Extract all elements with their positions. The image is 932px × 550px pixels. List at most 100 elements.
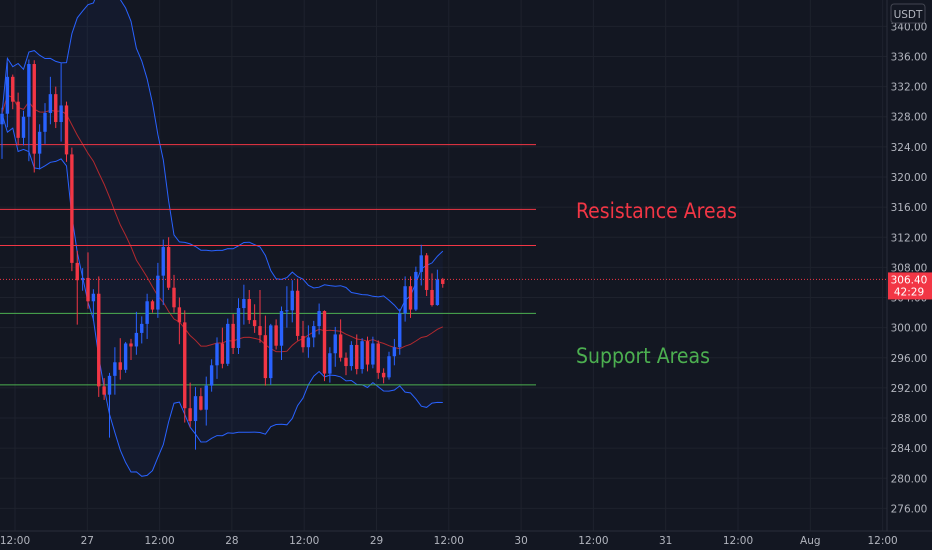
candle[interactable] <box>140 316 144 344</box>
candle[interactable] <box>48 76 53 125</box>
candle[interactable] <box>295 278 300 341</box>
candle[interactable] <box>263 315 268 386</box>
candle[interactable] <box>21 110 26 146</box>
y-tick-label: 296.00 <box>891 353 928 365</box>
candle[interactable] <box>226 318 230 367</box>
candle[interactable] <box>16 92 20 146</box>
candle[interactable] <box>183 310 187 423</box>
candle-body <box>338 334 343 358</box>
candle[interactable] <box>312 320 316 348</box>
candle[interactable] <box>37 124 42 170</box>
candle[interactable] <box>91 289 96 321</box>
candle[interactable] <box>435 269 440 306</box>
candle[interactable] <box>398 308 402 355</box>
candle[interactable] <box>64 101 69 162</box>
candle[interactable] <box>107 372 112 438</box>
candle[interactable] <box>75 250 79 325</box>
candle[interactable] <box>290 280 294 323</box>
candle[interactable] <box>199 387 203 411</box>
candle[interactable] <box>118 338 122 380</box>
candle[interactable] <box>269 323 273 385</box>
candle[interactable] <box>150 299 155 313</box>
candle[interactable] <box>113 347 117 395</box>
candlestick-series[interactable] <box>0 59 445 450</box>
candle[interactable] <box>204 376 208 426</box>
candle-body <box>21 116 26 138</box>
candle[interactable] <box>236 298 241 354</box>
candle[interactable] <box>102 378 106 400</box>
currency-button[interactable] <box>890 3 926 24</box>
candle[interactable] <box>188 382 192 428</box>
candle[interactable] <box>43 103 47 144</box>
candle[interactable] <box>441 277 445 288</box>
candle[interactable] <box>0 107 4 159</box>
candle[interactable] <box>349 341 354 371</box>
candle[interactable] <box>177 297 182 345</box>
candle-body <box>328 353 332 374</box>
candle[interactable] <box>414 266 418 312</box>
candle[interactable] <box>392 338 397 366</box>
candle[interactable] <box>27 59 31 162</box>
candle-body <box>199 396 203 410</box>
candle[interactable] <box>161 239 165 306</box>
candle[interactable] <box>215 337 219 379</box>
candle[interactable] <box>59 63 63 142</box>
candle[interactable] <box>134 311 139 355</box>
candle[interactable] <box>328 347 332 383</box>
candle[interactable] <box>209 359 214 392</box>
candle[interactable] <box>322 310 327 382</box>
candle[interactable] <box>86 252 90 309</box>
candle[interactable] <box>54 86 58 129</box>
candle[interactable] <box>5 62 10 128</box>
candle[interactable] <box>365 336 370 372</box>
candle[interactable] <box>403 276 407 322</box>
candle[interactable] <box>424 253 429 297</box>
candle[interactable] <box>193 387 198 450</box>
candle-body <box>70 154 74 263</box>
candle[interactable] <box>306 325 311 358</box>
candle[interactable] <box>123 341 128 373</box>
candle[interactable] <box>376 340 380 379</box>
candle-body <box>145 301 149 324</box>
candle[interactable] <box>32 60 36 173</box>
candle[interactable] <box>252 304 257 333</box>
candle[interactable] <box>220 327 225 369</box>
candle[interactable] <box>97 276 101 397</box>
candle[interactable] <box>145 293 149 339</box>
candle[interactable] <box>317 303 321 335</box>
candle[interactable] <box>338 319 343 362</box>
candle[interactable] <box>172 274 176 313</box>
candle[interactable] <box>387 351 391 380</box>
time-axis[interactable]: 12:00 27 12:00 28 12:00 29 12:00 30 12:00 31 12:00… <box>0 530 932 547</box>
candle[interactable] <box>408 276 413 318</box>
candle[interactable] <box>231 314 235 354</box>
candle[interactable] <box>360 338 364 374</box>
candle[interactable] <box>381 368 386 384</box>
candle[interactable] <box>11 74 15 110</box>
candle[interactable] <box>166 237 171 290</box>
candle[interactable] <box>274 319 278 350</box>
candle[interactable] <box>279 306 284 361</box>
currency-selector[interactable]: USDT <box>890 3 926 24</box>
candle[interactable] <box>333 326 337 367</box>
candle[interactable] <box>129 338 133 361</box>
candle[interactable] <box>258 289 262 343</box>
candle[interactable] <box>285 286 289 328</box>
candle-body <box>226 323 230 364</box>
candle[interactable] <box>70 147 74 272</box>
candle[interactable] <box>301 320 305 353</box>
candle[interactable] <box>242 284 246 325</box>
candle[interactable] <box>430 273 434 307</box>
candle-countdown-label: 42:29 <box>894 286 924 298</box>
candle[interactable] <box>371 336 375 369</box>
candle[interactable] <box>344 352 348 376</box>
candle[interactable] <box>355 334 359 375</box>
candle[interactable] <box>247 289 251 324</box>
candle-body <box>371 343 375 365</box>
candle[interactable] <box>419 244 423 286</box>
candle[interactable] <box>156 262 160 318</box>
chart-annotations: Resistance Areas Support Areas <box>576 199 737 368</box>
candle[interactable] <box>80 268 85 291</box>
